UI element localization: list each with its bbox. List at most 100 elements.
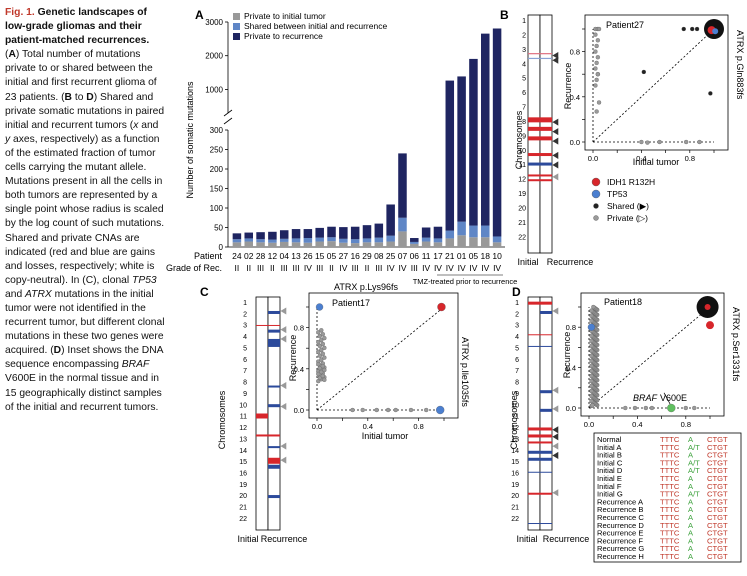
cna-band — [528, 427, 552, 431]
bar-segment — [410, 238, 419, 242]
panel-c-ylabel: Chromosomes — [217, 390, 227, 449]
mutation-point — [694, 26, 700, 32]
y-tick-label: 3000 — [205, 18, 223, 27]
bar-segment — [457, 76, 466, 222]
bar-segment — [469, 237, 478, 247]
seq-left: TTTC — [660, 544, 680, 553]
patient-label: 06 — [410, 251, 420, 261]
mutation-point — [320, 351, 325, 356]
chrom-label: 22 — [239, 516, 247, 523]
mutation-point — [320, 363, 325, 369]
bar-segment — [410, 243, 419, 247]
chrom-label: 22 — [511, 516, 519, 523]
braf-variant: V600E — [660, 393, 687, 403]
caption-part: D — [86, 91, 94, 103]
mutation-point — [589, 318, 594, 323]
cna-band — [528, 117, 552, 123]
seq-variant: A — [688, 482, 694, 491]
panel-a-ylabel: Number of somatic mutations — [185, 81, 195, 199]
seq-variant: A — [688, 544, 694, 553]
chrom-label: 9 — [522, 133, 526, 140]
grade-label: III — [281, 263, 288, 273]
cna-band — [268, 495, 280, 499]
patient-label: 27 — [339, 251, 349, 261]
cna-arrow — [280, 442, 287, 450]
panel-d-xlabel-recurrence: Recurrence — [543, 534, 590, 544]
mutation-point — [589, 388, 594, 394]
tp53-point — [712, 28, 719, 35]
chrom-label: 6 — [515, 357, 519, 364]
seq-left: TTTC — [660, 521, 680, 530]
patient-label: 12 — [268, 251, 278, 261]
mutation-point — [594, 109, 599, 114]
seq-left: TTTC — [660, 435, 680, 444]
x-tick-label: 0.8 — [413, 422, 423, 431]
cna-arrow — [552, 307, 559, 315]
bar-segment — [315, 241, 324, 247]
patient-label: 28 — [256, 251, 266, 261]
mutation-point — [596, 26, 602, 32]
caption-part: and — [138, 119, 159, 131]
legend-label: Private to initial tumor — [244, 11, 326, 21]
caption-part: and — [5, 288, 26, 300]
cna-band — [268, 464, 280, 469]
seq-row-name: Recurrence G — [597, 544, 644, 553]
bar-segment — [492, 28, 502, 237]
cna-band — [528, 57, 552, 60]
chrom-label: 5 — [243, 345, 247, 352]
caption-part: mutations in the initial tumor were not … — [5, 288, 165, 357]
seq-variant: A/T — [688, 458, 700, 467]
panel-a-chart: Number of somatic mutations 050100150200… — [166, 11, 517, 286]
caption-body: (A) Total number of mutations private to… — [5, 49, 165, 412]
seq-right: CTGT — [707, 513, 728, 522]
bar-segment — [421, 241, 431, 247]
panel-a-axis-break — [223, 109, 233, 125]
chrom-label: 16 — [239, 470, 247, 477]
bar-segment — [433, 226, 443, 239]
y-tick-label: 0 — [219, 243, 224, 252]
seq-left: TTTC — [660, 529, 680, 538]
mutation-point — [393, 407, 398, 413]
mutation-point — [596, 100, 602, 105]
seq-right: CTGT — [707, 466, 728, 475]
x-tick-label: 0.4 — [636, 154, 646, 163]
mutation-point — [319, 347, 324, 352]
cna-band — [268, 404, 280, 408]
cna-band — [268, 310, 280, 314]
grade-label: IV — [339, 263, 347, 273]
cna-band — [540, 310, 552, 314]
panel-d-chrom-initial — [527, 296, 541, 531]
caption-label: Fig. 1. — [5, 7, 35, 18]
cna-band — [528, 523, 552, 525]
cna-band — [268, 457, 280, 464]
cna-band — [528, 492, 552, 495]
panel-a-row-patient: Patient — [194, 251, 223, 261]
bar-segment — [398, 153, 407, 218]
cna-band — [268, 446, 280, 449]
mutation-point — [316, 349, 321, 354]
mutation-point — [593, 49, 598, 54]
patient-label: 25 — [386, 251, 396, 261]
legend-marker — [591, 189, 601, 199]
bar-segment — [481, 33, 490, 226]
x-tick-label: 0.8 — [685, 154, 695, 163]
seq-variant: A/T — [688, 490, 700, 499]
legend-label: Shared between initial and recurrence — [244, 21, 387, 31]
chrom-label: 11 — [519, 162, 526, 169]
mutation-point — [639, 139, 644, 145]
panel-label-c: C — [200, 285, 209, 299]
chrom-label: 21 — [511, 505, 519, 512]
mutation-point — [316, 339, 321, 345]
cna-band — [256, 434, 280, 437]
seq-variant: A — [688, 497, 694, 506]
caption-part: BRAF — [121, 359, 150, 371]
bar-segment — [398, 217, 407, 232]
patient-label: 17 — [433, 251, 443, 261]
mutation-point — [322, 345, 327, 351]
seq-row-name: Normal — [597, 435, 622, 444]
bar-segment — [291, 242, 301, 247]
panel-b-xlabel-recurrence: Recurrence — [547, 257, 594, 267]
caption-part: ) Total number of mutations private to o… — [5, 49, 157, 103]
chrom-label: 21 — [518, 220, 526, 227]
x-tick-label: 0.4 — [363, 422, 373, 431]
